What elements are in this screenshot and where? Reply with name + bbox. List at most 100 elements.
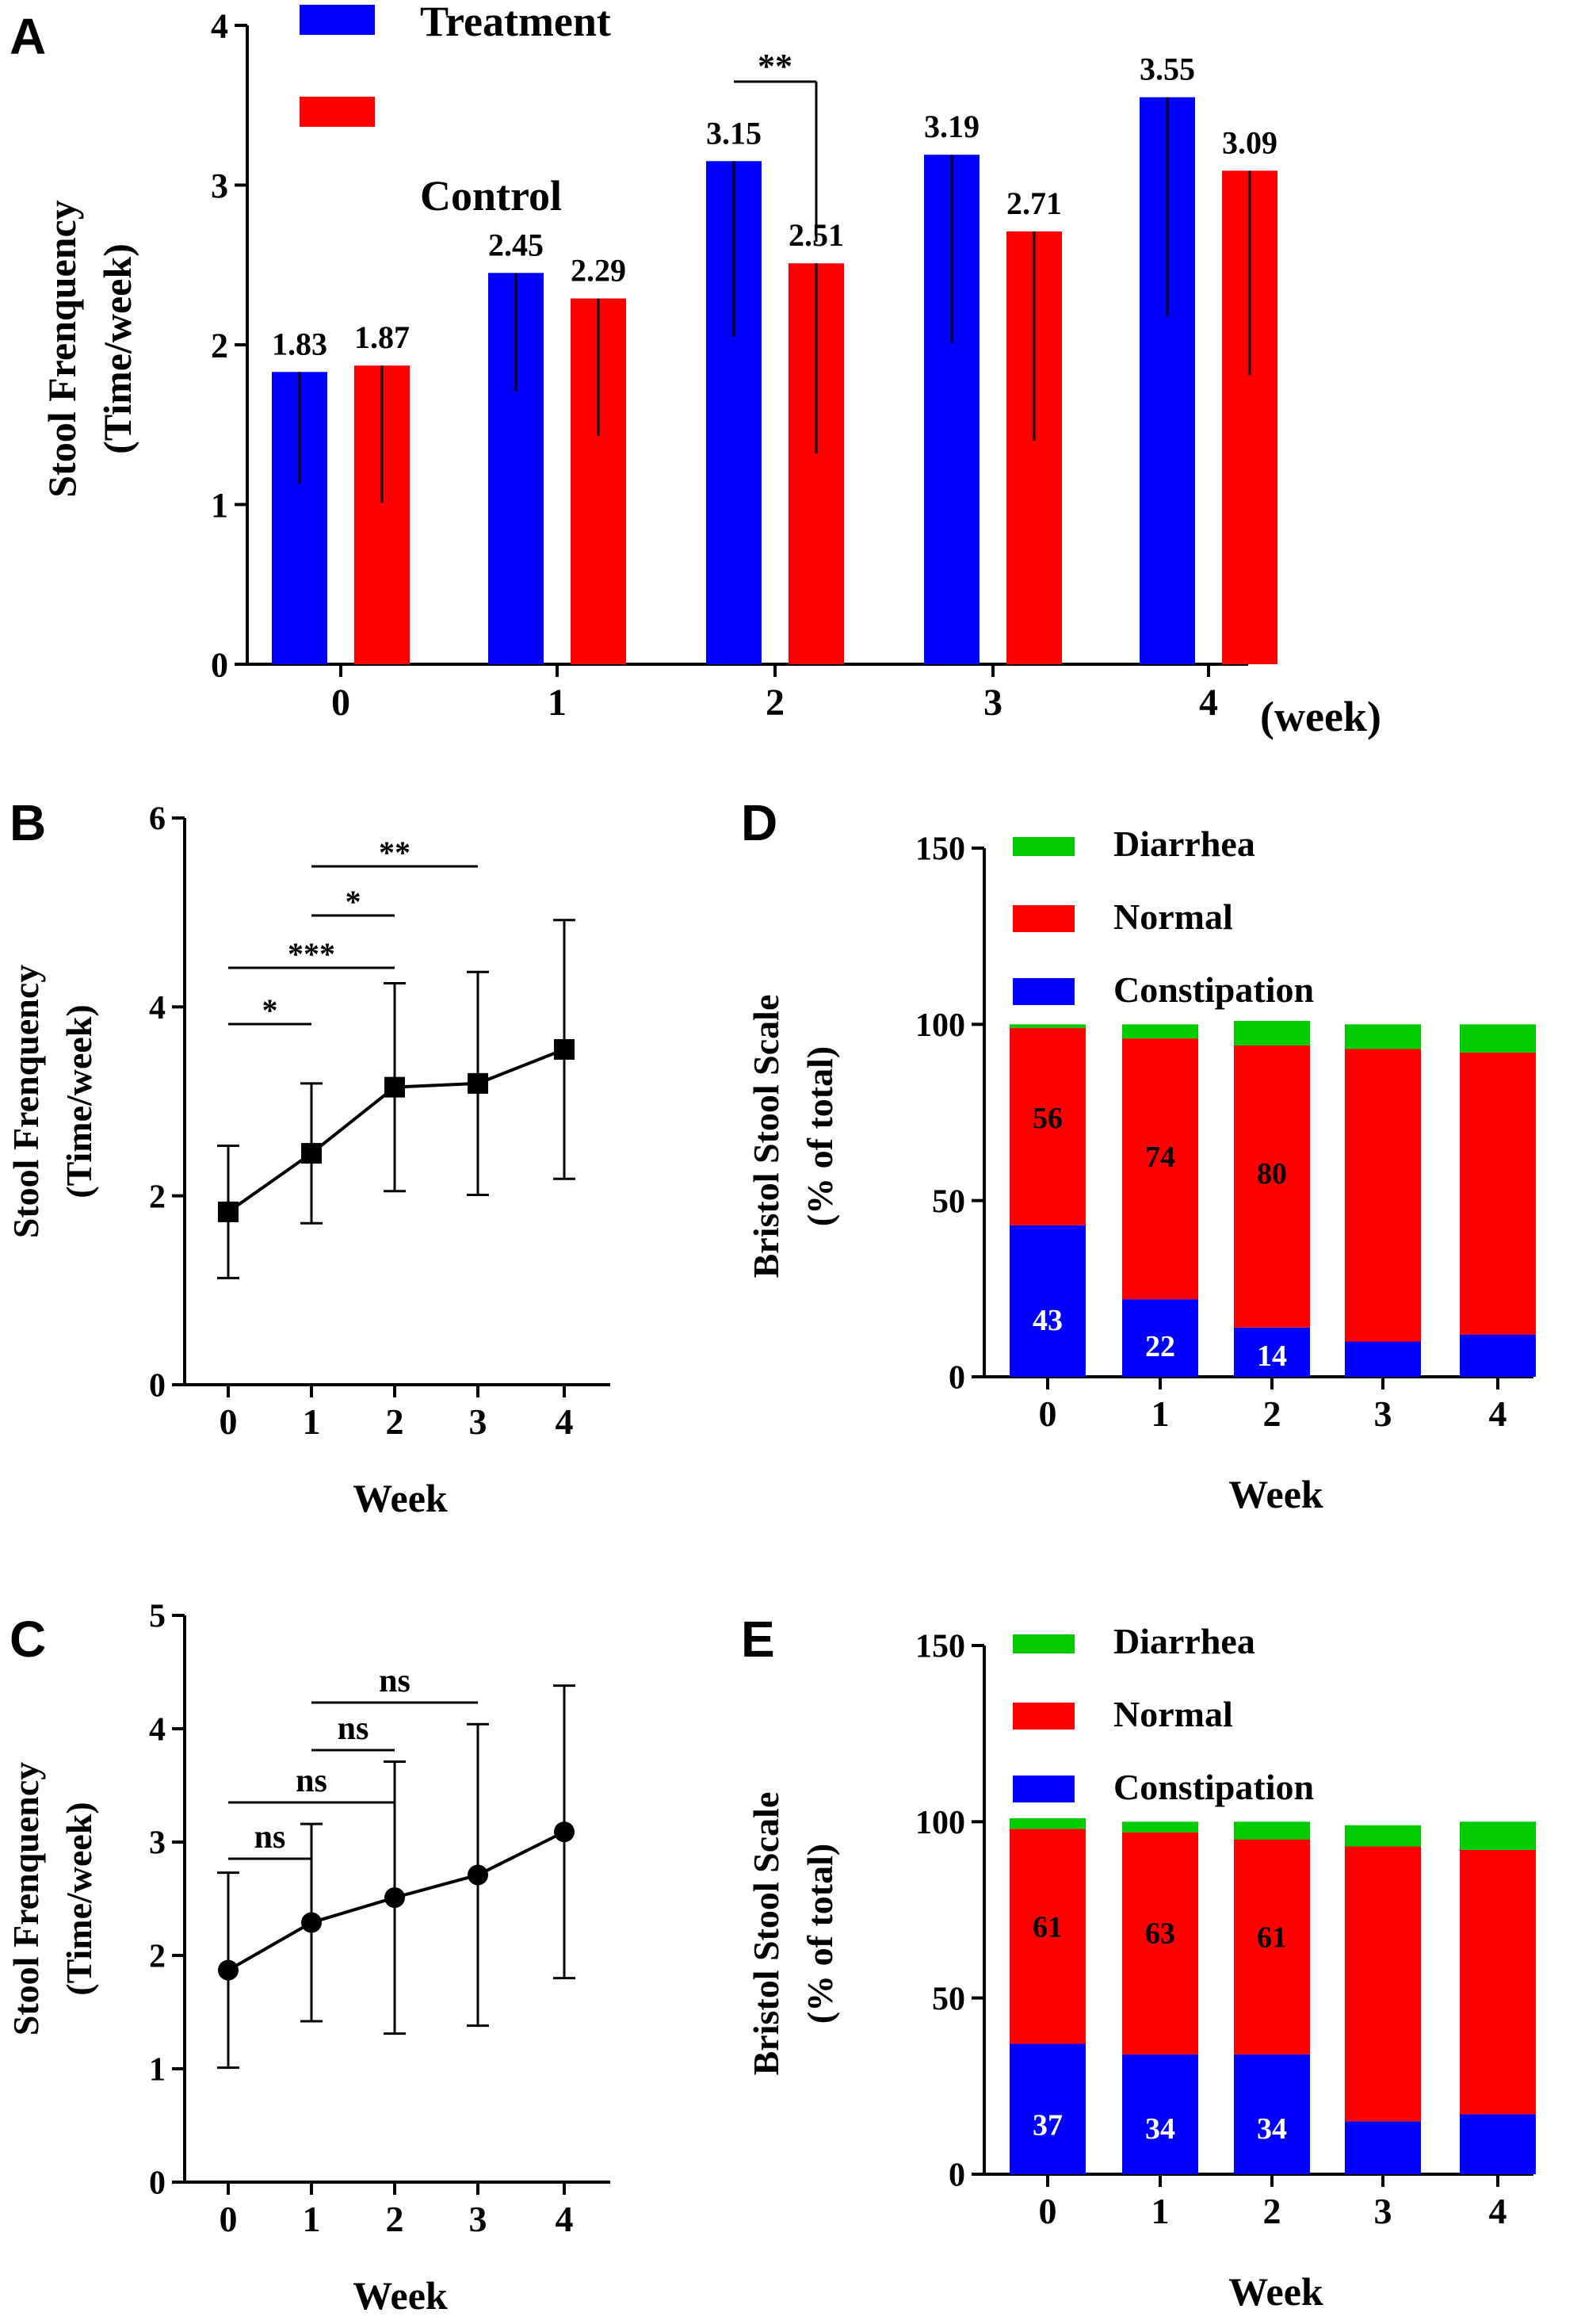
panel-d-bar-segment-diarrhea	[1010, 1024, 1086, 1028]
panel-d-treatment-stacked-bar-chart: 0 50 100 150 0 1 2 3 4 Week Bristol Stool Scale (% …	[746, 824, 1536, 1516]
panel-e-bar-segment-diarrhea	[1010, 1818, 1086, 1829]
panel-e-segment-label: 34	[1145, 2112, 1175, 2146]
panel-c-x-tick-label: 1	[303, 2199, 321, 2239]
panel-e-y-tick-label: 100	[915, 1805, 965, 1841]
panel-a-data-label: 2.71	[1006, 185, 1062, 221]
panel-e-segment-label: 61	[1033, 1910, 1063, 1944]
panel-d-segment-label: 22	[1145, 1330, 1175, 1363]
panel-d-bar-segment-normal	[1234, 1045, 1310, 1328]
panel-d-bar-segment-normal	[1010, 1027, 1086, 1225]
panel-b-comparison-label: *	[346, 884, 361, 919]
panel-d-legend-label-diarrhea: Diarrhea	[1113, 824, 1255, 864]
panel-e-legend-label-constipation: Constipation	[1113, 1767, 1314, 1807]
panel-a-data-label: 3.19	[924, 109, 980, 144]
panel-a-legend-swatch-treatment	[300, 5, 375, 35]
panel-d-x-tick-label: 1	[1151, 1393, 1170, 1434]
panel-a-data-label: 2.45	[488, 227, 544, 262]
panel-b-comparison-label: ***	[288, 936, 335, 972]
panel-e-legend-swatch-normal	[1013, 1703, 1075, 1730]
panel-d-segment-label: 74	[1145, 1141, 1175, 1174]
panel-c-control-line-chart: 0 1 2 3 4 5 0 1 2 3 4 Week Stool Frenquency (Time/wee…	[6, 1599, 610, 2318]
panel-d-bar-segment-diarrhea	[1234, 1020, 1310, 1046]
panel-d-x-axis-label: Week	[1228, 1472, 1323, 1516]
panel-e-bar-segment-constipation	[1122, 2054, 1198, 2174]
panel-a-grouped-bar-chart: 0 1 2 3 4 0 1 2 3 4 (week) Stool Frenquency (Time/we…	[40, 0, 1381, 740]
panel-c-point	[218, 1959, 239, 1981]
panel-e-bar-segment-constipation	[1460, 2114, 1536, 2174]
panel-label-a: A	[10, 8, 46, 65]
panel-a-x-tick-label: 3	[983, 682, 1002, 724]
panel-a-x-tick-label: 4	[1199, 682, 1218, 724]
panel-b-treatment-line-chart: 0 2 4 6 0 1 2 3 4 Week Stool Frenquency (Time/week)…	[6, 801, 610, 1520]
panel-a-data-label: 1.83	[272, 326, 327, 361]
panel-c-point	[301, 1912, 322, 1933]
panel-d-legend-swatch-diarrhea	[1013, 837, 1075, 856]
panel-e-bar-segment-diarrhea	[1460, 1821, 1536, 1850]
panel-e-bar-segment-normal	[1122, 1832, 1198, 2055]
panel-d-y-tick-label: 50	[932, 1183, 965, 1220]
panel-d-segment-label: 14	[1257, 1340, 1287, 1373]
panel-d-bar-segment-diarrhea	[1122, 1024, 1198, 1039]
panel-d-bar-segment-constipation	[1122, 1299, 1198, 1377]
panel-c-y-tick-label: 1	[149, 2052, 166, 2089]
panel-b-comparison-label: *	[262, 992, 278, 1028]
panel-a-y-tick-label: 0	[211, 645, 228, 684]
panel-a-data-label: 3.15	[706, 115, 762, 151]
panel-b-comparison-label: **	[379, 835, 411, 870]
panel-e-x-tick-label: 0	[1039, 2191, 1057, 2231]
panel-d-bar-segment-normal	[1122, 1038, 1198, 1300]
panel-b-y-tick-label: 6	[149, 801, 166, 838]
panel-c-point	[468, 1864, 488, 1886]
panel-d-y-axis-label: Bristol Stool Scale	[746, 995, 786, 1279]
panel-a-x-tick-label: 2	[766, 682, 785, 724]
panel-e-segment-label: 34	[1257, 2112, 1287, 2146]
panel-b-point	[554, 1038, 575, 1060]
panel-e-bar-segment-diarrhea	[1234, 1821, 1310, 1840]
panel-c-y-tick-label: 0	[149, 2165, 166, 2202]
panel-e-legend-label-diarrhea: Diarrhea	[1113, 1621, 1255, 1661]
panel-a-x-tick-label: 0	[331, 682, 350, 724]
panel-e-legend-swatch-diarrhea	[1013, 1634, 1075, 1653]
panel-c-comparison-label: ns	[254, 1819, 286, 1856]
panel-e-segment-label: 61	[1257, 1921, 1287, 1955]
panel-d-y-axis-label-2: (% of total)	[800, 1046, 840, 1226]
panel-b-y-tick-label: 0	[149, 1368, 166, 1405]
panel-c-point	[554, 1821, 575, 1843]
panel-e-y-axis-label: Bristol Stool Scale	[746, 1792, 786, 2076]
panel-d-bar-segment-constipation	[1345, 1341, 1421, 1377]
panel-c-x-tick-label: 0	[220, 2199, 238, 2239]
panel-a-x-unit-label: (week)	[1260, 693, 1381, 740]
panel-b-y-tick-label: 2	[149, 1179, 166, 1215]
panel-e-bar-segment-diarrhea	[1122, 1821, 1198, 1833]
panel-label-b: B	[10, 794, 46, 851]
panel-d-bar-segment-constipation	[1010, 1225, 1086, 1377]
panel-a-y-axis-label: Stool Frenquency	[40, 200, 84, 498]
panel-d-bar-segment-diarrhea	[1460, 1024, 1536, 1053]
panel-label-d: D	[741, 794, 777, 851]
panel-c-y-tick-label: 5	[149, 1599, 166, 1635]
panel-d-bar-segment-constipation	[1234, 1327, 1310, 1377]
panel-c-point	[384, 1887, 405, 1909]
panel-c-y-tick-label: 4	[149, 1712, 166, 1749]
panel-d-bar-segment-normal	[1460, 1052, 1536, 1335]
panel-b-y-axis-label: Stool Frenquency	[6, 965, 46, 1238]
panel-b-point	[301, 1143, 322, 1164]
panel-d-legend-swatch-constipation	[1013, 978, 1075, 1005]
panel-a-y-tick-label: 4	[211, 6, 228, 45]
panel-e-bar-segment-constipation	[1010, 2043, 1086, 2174]
panel-a-y-tick-label: 2	[211, 326, 228, 365]
panel-e-bar-segment-normal	[1460, 1849, 1536, 2115]
panel-e-x-tick-label: 1	[1151, 2191, 1170, 2231]
panel-a-y-axis-label-2: (Time/week)	[95, 243, 139, 454]
panel-d-x-tick-label: 4	[1489, 1393, 1507, 1434]
panel-d-legend-label-constipation: Constipation	[1113, 969, 1314, 1010]
panel-b-x-tick-label: 2	[386, 1401, 404, 1442]
panel-a-x-tick-label: 1	[548, 682, 567, 724]
panel-e-x-tick-label: 4	[1489, 2191, 1507, 2231]
panel-d-segment-label: 80	[1257, 1157, 1287, 1191]
panel-c-y-tick-label: 3	[149, 1825, 166, 1862]
panel-b-series-line	[227, 1048, 565, 1214]
panel-c-y-axis-label: Stool Frenquency	[6, 1762, 46, 2035]
panel-e-legend-swatch-constipation	[1013, 1775, 1075, 1802]
